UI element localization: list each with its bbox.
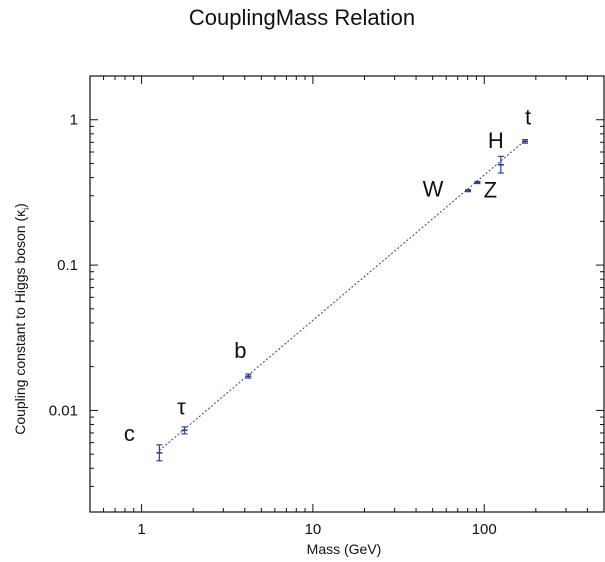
point-label: t — [525, 104, 531, 129]
y-axis-label-close: ) — [12, 203, 28, 208]
y-axis-ticks — [90, 75, 604, 513]
data-point — [522, 139, 529, 144]
x-axis-label: Mass (GeV) — [307, 541, 382, 557]
y-axis-tick-labels: 0.01 0.1 1 — [49, 112, 78, 420]
y-axis-label-subscript: i — [21, 208, 31, 210]
y-axis-label-main: Coupling constant to Higgs boson (κ — [12, 209, 28, 435]
point-label: W — [423, 177, 444, 202]
data-point-labels: c τ b W ZHt — [124, 104, 531, 446]
data-point — [497, 155, 504, 174]
fit-line — [159, 140, 526, 451]
point-label: τ — [177, 394, 186, 419]
point-label: c — [124, 421, 135, 446]
data-point — [181, 426, 188, 435]
x-axis-tick-labels: 1 10 100 — [137, 521, 496, 538]
x-axis-ticks — [89, 76, 605, 512]
data-points — [156, 139, 529, 462]
point-label: H — [488, 128, 504, 153]
y-tick-label: 1 — [70, 112, 78, 129]
x-tick-label: 100 — [472, 521, 497, 538]
y-tick-label: 0.01 — [49, 402, 78, 419]
point-label: Z — [484, 178, 497, 203]
data-point — [474, 180, 481, 185]
data-point — [465, 189, 472, 193]
x-tick-label: 1 — [137, 521, 145, 538]
plot-area-frame — [89, 75, 605, 513]
y-axis-label: Coupling constant to Higgs boson (κi) — [12, 203, 31, 435]
y-tick-label: 0.1 — [57, 257, 78, 274]
x-tick-label: 10 — [305, 521, 322, 538]
chart-title: CouplingMass Relation — [189, 5, 415, 30]
data-point — [156, 444, 163, 462]
data-point — [245, 373, 252, 379]
point-label: b — [234, 338, 246, 363]
